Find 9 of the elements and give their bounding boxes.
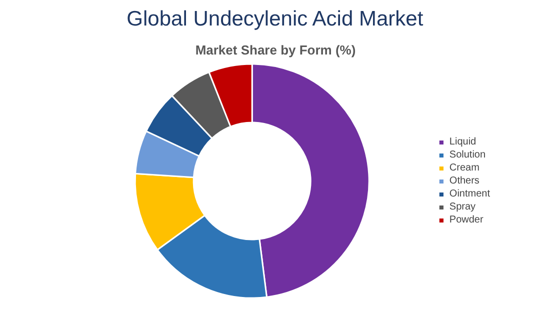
legend-label: Liquid (449, 136, 476, 147)
chart-subtitle: Market Share by Form (%) (195, 42, 356, 58)
legend-label: Solution (449, 149, 486, 160)
legend-label: Cream (449, 162, 480, 173)
legend-label: Powder (449, 214, 484, 225)
legend-label: Ointment (449, 188, 490, 199)
chart-title: Global Undecylenic Acid Market (126, 8, 424, 30)
legend-label: Others (449, 175, 480, 186)
legend-label: Spray (449, 201, 476, 212)
